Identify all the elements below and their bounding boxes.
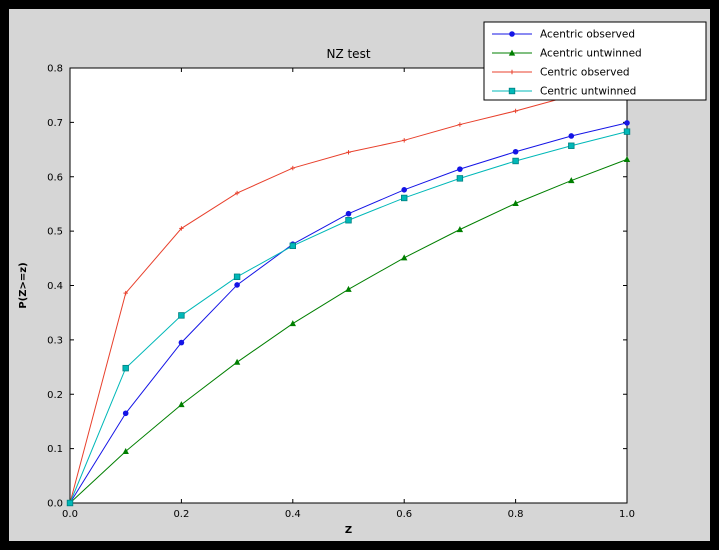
triangle-marker — [289, 320, 296, 327]
circle-marker — [345, 210, 352, 217]
nz-test-plot: 0.0 0.2 0.4 0.6 0.8 1.0 0.0 0.1 0.2 0.3 0.4 0.5 0.6 0… — [18, 21, 707, 536]
circle-marker — [509, 31, 515, 37]
circle-marker — [457, 166, 463, 172]
x-tick-label: 0.6 — [396, 509, 412, 520]
triangle-marker — [508, 49, 516, 56]
square-marker — [512, 157, 519, 165]
x-tick-label: 0.4 — [285, 509, 301, 520]
square-marker — [568, 142, 575, 149]
legend-label: Acentric observed — [540, 29, 635, 41]
triangle-marker — [568, 177, 575, 184]
chart-title: NZ test — [326, 47, 370, 61]
circle-marker — [122, 410, 129, 417]
legend-label: Centric observed — [540, 67, 630, 79]
square-marker — [66, 499, 74, 507]
triangle-marker — [456, 226, 464, 233]
y-tick-label: 0.3 — [47, 335, 63, 346]
circle-marker — [401, 187, 408, 193]
x-tick-label: 1.0 — [619, 509, 635, 520]
x-tick-label: 0.8 — [508, 509, 524, 520]
y-tick-label: 0.5 — [47, 227, 63, 238]
legend-label: Centric untwinned — [540, 86, 636, 98]
square-marker — [233, 273, 241, 280]
y-axis-label: P(Z>=z) — [18, 262, 29, 308]
square-marker — [456, 175, 464, 182]
y-tick-label: 0.7 — [47, 118, 63, 129]
circle-marker — [624, 120, 630, 126]
circle-marker — [234, 282, 240, 288]
square-marker — [345, 217, 352, 224]
x-tick-label: 0.0 — [62, 509, 78, 520]
triangle-marker — [178, 401, 185, 408]
square-marker — [122, 364, 129, 372]
triangle-marker — [122, 447, 129, 454]
y-tick-label: 0.4 — [47, 281, 63, 292]
x-tick-label: 0.2 — [173, 509, 189, 520]
triangle-marker — [233, 358, 241, 365]
figure-canvas: 0.0 0.2 0.4 0.6 0.8 1.0 0.0 0.1 0.2 0.3 0.4 0.5 0.6 0… — [9, 9, 710, 541]
y-tick-label: 0.1 — [47, 444, 63, 455]
x-axis-label: Z — [345, 525, 352, 536]
legend-label: Acentric untwinned — [540, 48, 642, 60]
square-marker — [623, 128, 631, 135]
triangle-marker — [345, 285, 352, 292]
y-tick-label: 0.8 — [47, 64, 63, 75]
circle-marker — [178, 339, 185, 346]
legend-box — [483, 21, 707, 101]
triangle-marker — [512, 199, 519, 206]
square-marker — [289, 242, 296, 250]
triangle-marker — [401, 254, 408, 261]
square-marker — [400, 194, 408, 202]
circle-marker — [568, 133, 575, 139]
y-tick-label: 0.2 — [47, 390, 63, 401]
triangle-marker — [623, 155, 631, 162]
square-marker — [508, 87, 516, 95]
circle-marker — [512, 148, 519, 155]
plot-area — [69, 67, 628, 504]
square-marker — [178, 312, 185, 319]
y-tick-label: 0.0 — [47, 499, 63, 510]
y-tick-label: 0.6 — [47, 172, 63, 183]
